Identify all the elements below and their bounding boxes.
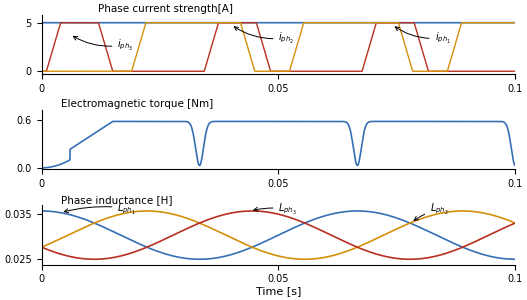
Text: $\it{i}_{ph_2}$: $\it{i}_{ph_2}$ xyxy=(235,27,294,45)
Text: Phase inductance [H]: Phase inductance [H] xyxy=(61,195,172,205)
X-axis label: Time [s]: Time [s] xyxy=(256,286,301,296)
Text: Phase current strength[A]: Phase current strength[A] xyxy=(99,4,233,14)
Text: $L_{ph_1}$: $L_{ph_1}$ xyxy=(64,201,136,216)
Text: $\it{i}_{ph_3}$: $\it{i}_{ph_3}$ xyxy=(73,36,133,52)
Text: Electromagnetic torque [Nm]: Electromagnetic torque [Nm] xyxy=(61,99,213,110)
Text: $L_{ph_2}$: $L_{ph_2}$ xyxy=(414,202,448,220)
Text: $\it{i}_{ph_1}$: $\it{i}_{ph_1}$ xyxy=(395,27,451,45)
Text: $L_{ph_3}$: $L_{ph_3}$ xyxy=(254,202,297,217)
